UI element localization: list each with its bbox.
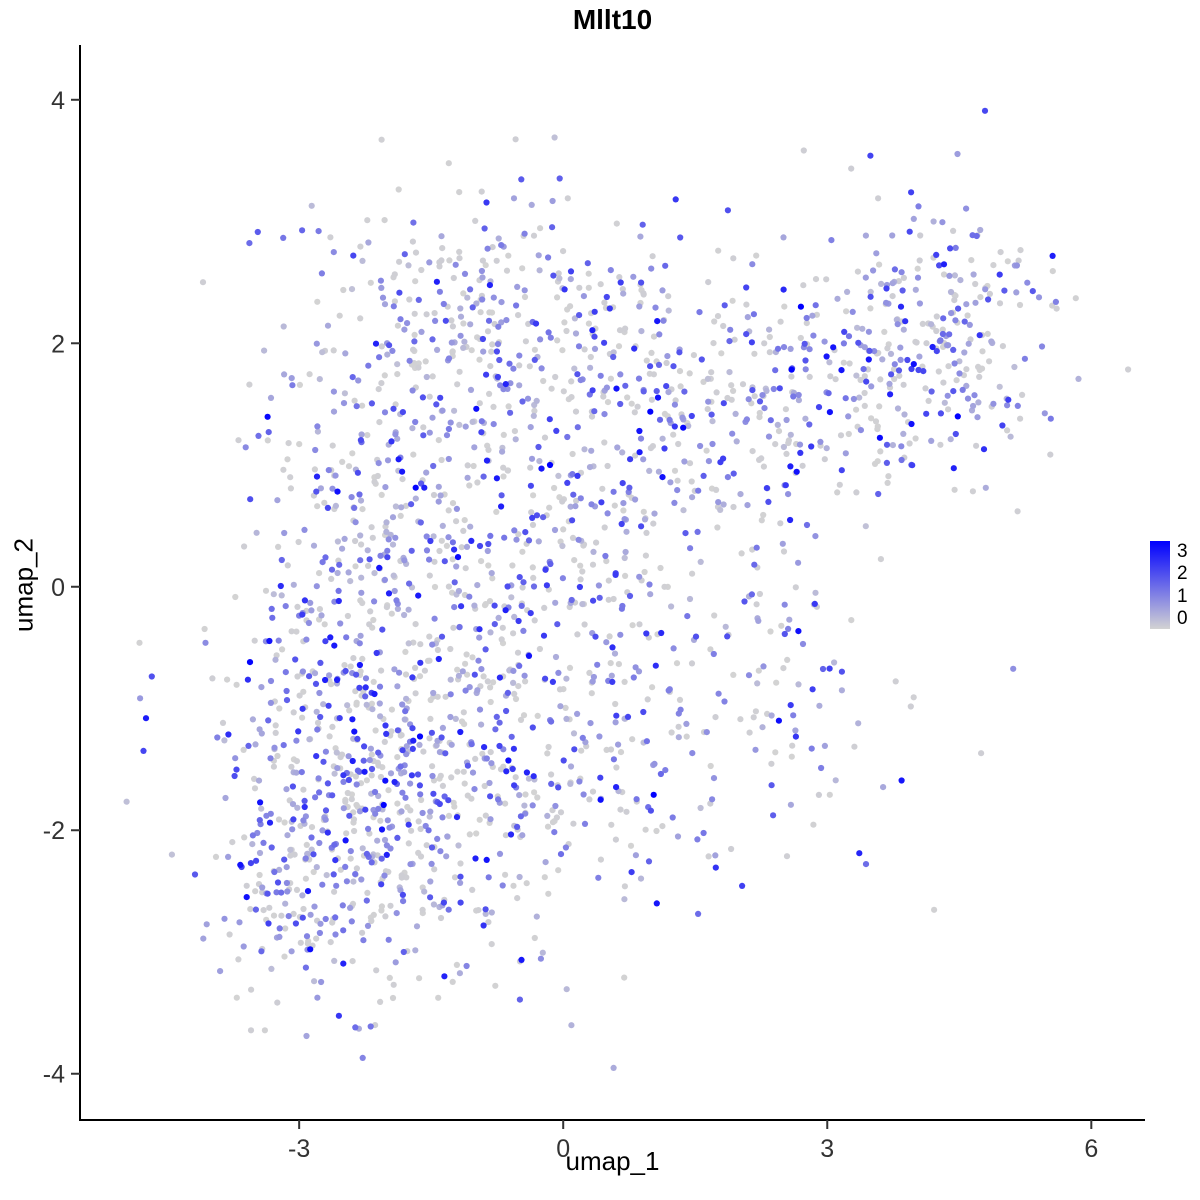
- svg-text:6: 6: [1084, 1135, 1098, 1163]
- colorbar-gradient: [1150, 541, 1170, 629]
- svg-text:0: 0: [556, 1135, 570, 1163]
- legend-label-0: 0: [1177, 607, 1188, 629]
- x-axis-label: umap_1: [565, 1146, 660, 1176]
- plot-title: Mllt10: [572, 4, 653, 35]
- legend-label-1: 1: [1177, 585, 1188, 607]
- colorbar-legend: 3 2 1 0: [1150, 541, 1188, 629]
- legend-label-3: 3: [1177, 541, 1188, 562]
- y-axis-label: umap_2: [8, 538, 39, 632]
- svg-text:-2: -2: [43, 817, 65, 845]
- colorbar-labels: 3 2 1 0: [1177, 541, 1188, 629]
- svg-text:4: 4: [51, 87, 65, 115]
- svg-text:-4: -4: [43, 1061, 65, 1089]
- legend-label-2: 2: [1177, 563, 1188, 585]
- svg-text:0: 0: [51, 574, 65, 602]
- svg-text:3: 3: [820, 1135, 834, 1163]
- svg-text:2: 2: [51, 330, 65, 358]
- svg-text:-3: -3: [288, 1135, 310, 1163]
